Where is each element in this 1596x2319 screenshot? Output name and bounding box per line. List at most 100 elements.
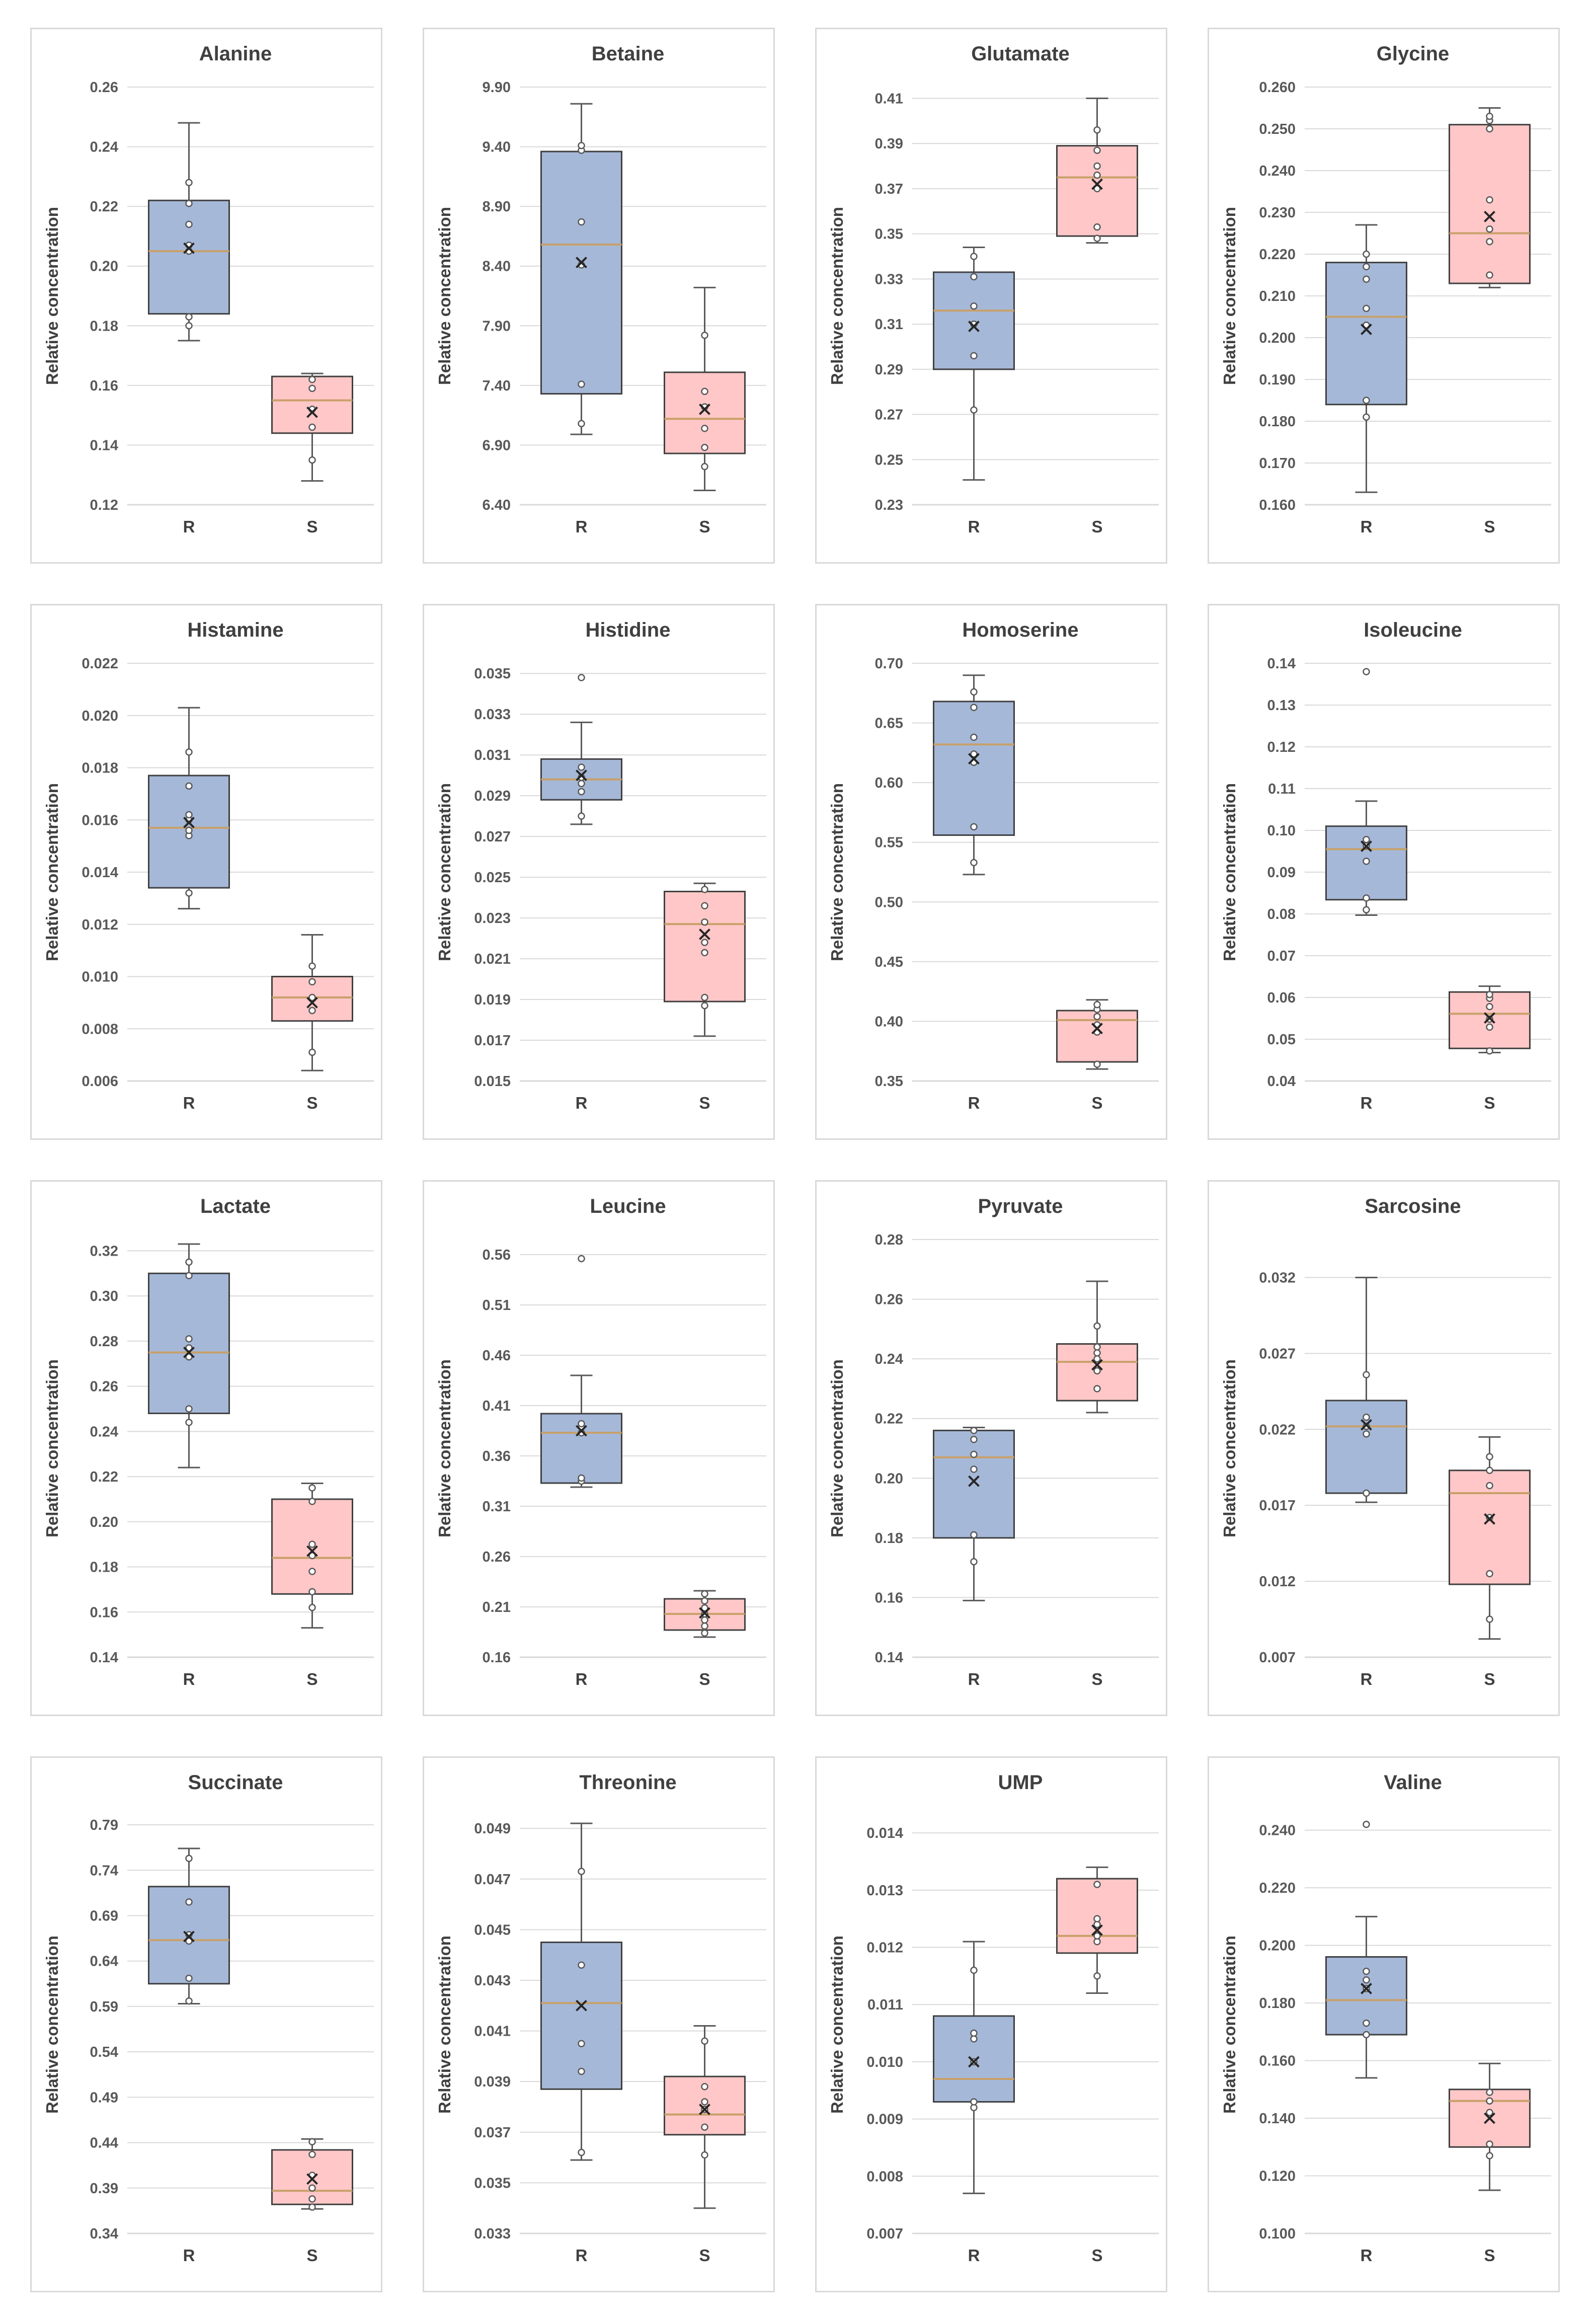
mean-marker bbox=[1484, 1012, 1495, 1024]
y-axis-label: Relative concentration bbox=[1220, 1359, 1239, 1537]
y-tick-label: 9.90 bbox=[483, 80, 511, 96]
iqr-box bbox=[664, 371, 746, 454]
y-axis-label: Relative concentration bbox=[435, 207, 454, 385]
y-tick-label: 0.44 bbox=[90, 2135, 118, 2151]
data-point bbox=[1093, 1932, 1101, 1940]
data-point bbox=[1486, 1023, 1493, 1031]
y-tick-label: 0.14 bbox=[90, 437, 118, 453]
y-tick-label: 0.033 bbox=[474, 2226, 511, 2242]
data-point bbox=[1486, 1003, 1493, 1011]
y-tick-label: 0.18 bbox=[875, 1530, 903, 1547]
y-tick-label: 0.021 bbox=[474, 951, 511, 967]
mean-marker bbox=[576, 1999, 587, 2012]
y-tick-label: 0.14 bbox=[1267, 656, 1296, 672]
data-point bbox=[578, 763, 585, 771]
y-tick-label: 0.027 bbox=[474, 829, 511, 845]
y-tick-label: 0.25 bbox=[875, 452, 903, 468]
y-tick-label: 0.32 bbox=[90, 1243, 118, 1259]
data-point bbox=[970, 253, 978, 260]
mean-marker bbox=[183, 242, 195, 254]
data-point bbox=[308, 1552, 316, 1560]
data-point bbox=[578, 1474, 585, 1482]
data-point bbox=[1363, 858, 1370, 865]
y-tick-label: 0.40 bbox=[875, 1014, 903, 1030]
chart-svg: Glutamate Relative concentration 0.23 0.25 0… bbox=[828, 43, 1159, 536]
chart-panel-histidine: Histidine Relative concentration 0.015 0.01… bbox=[423, 604, 775, 1140]
data-point bbox=[701, 1604, 708, 1612]
y-tick-label: 0.69 bbox=[90, 1908, 118, 1924]
data-point bbox=[701, 443, 708, 451]
data-point bbox=[308, 1007, 316, 1015]
chart-panel-betaine: Betaine Relative concentration 6.40 6.90 7.4… bbox=[423, 28, 775, 564]
data-point bbox=[701, 2082, 708, 2091]
y-tick-label: 0.12 bbox=[1267, 739, 1296, 755]
data-point bbox=[970, 733, 978, 741]
box-r bbox=[148, 122, 230, 342]
data-point bbox=[185, 1353, 193, 1361]
data-point bbox=[970, 352, 978, 360]
y-tick-label: 0.33 bbox=[875, 271, 903, 287]
data-point bbox=[701, 2098, 708, 2106]
data-point bbox=[701, 2037, 708, 2045]
data-point bbox=[701, 462, 708, 471]
data-point bbox=[578, 780, 585, 788]
y-tick-label: 0.018 bbox=[82, 760, 118, 777]
chart-svg: Lactate Relative concentration 0.14 0.16 0.1… bbox=[43, 1195, 374, 1688]
y-tick-label: 0.16 bbox=[875, 1590, 903, 1606]
chart-svg: Histamine Relative concentration 0.006 0.00… bbox=[43, 619, 374, 1112]
iqr-box bbox=[148, 1272, 230, 1414]
data-point bbox=[1363, 250, 1370, 258]
iqr-box bbox=[1325, 262, 1407, 406]
y-tick-label: 8.90 bbox=[483, 199, 511, 215]
mean-marker-stroke bbox=[968, 2056, 980, 2068]
data-point bbox=[1486, 1047, 1493, 1055]
y-tick-label: 0.06 bbox=[1267, 990, 1296, 1006]
data-point bbox=[185, 220, 193, 228]
y-tick-label: 0.51 bbox=[483, 1297, 511, 1313]
data-point bbox=[308, 2138, 316, 2146]
box-r bbox=[933, 1427, 1015, 1601]
y-tick-label: 0.008 bbox=[82, 1021, 118, 1037]
mean-marker-stroke bbox=[1361, 840, 1372, 852]
data-point bbox=[1486, 2097, 1493, 2105]
data-point bbox=[1093, 1972, 1101, 1980]
data-point bbox=[578, 218, 585, 226]
y-tick-label: 9.40 bbox=[483, 139, 511, 156]
chart-title: Sarcosine bbox=[1365, 1195, 1461, 1217]
y-tick-label: 0.39 bbox=[875, 136, 903, 152]
data-point bbox=[308, 1568, 316, 1575]
y-tick-label: 0.31 bbox=[483, 1499, 511, 1515]
data-point bbox=[701, 949, 708, 957]
mean-marker bbox=[968, 2056, 980, 2068]
box-s bbox=[1056, 97, 1138, 244]
y-tick-label: 0.240 bbox=[1259, 1823, 1296, 1839]
y-tick-label: 0.12 bbox=[90, 497, 118, 513]
y-tick-label: 0.22 bbox=[90, 1469, 118, 1485]
data-point bbox=[701, 902, 708, 910]
data-point bbox=[1486, 2109, 1493, 2116]
y-tick-label: 0.047 bbox=[474, 1872, 511, 1888]
data-point bbox=[970, 273, 978, 281]
data-point bbox=[1486, 990, 1493, 998]
mean-marker-stroke bbox=[699, 403, 710, 415]
y-tick-label: 0.010 bbox=[866, 2054, 903, 2070]
x-category-label: R bbox=[1361, 1670, 1373, 1688]
chart-panel-pyruvate: Pyruvate Relative concentration 0.14 0.16 0.… bbox=[815, 1180, 1167, 1716]
box-r bbox=[148, 1243, 230, 1468]
mean-marker bbox=[1091, 1023, 1103, 1035]
data-point bbox=[1363, 1489, 1370, 1497]
data-point bbox=[185, 1258, 193, 1266]
y-axis-label: Relative concentration bbox=[43, 1936, 61, 2114]
mean-marker-stroke bbox=[1361, 323, 1372, 335]
data-point bbox=[1363, 1976, 1370, 1984]
y-tick-label: 0.30 bbox=[90, 1288, 118, 1304]
data-point bbox=[1093, 126, 1101, 134]
x-category-label: S bbox=[1091, 1094, 1102, 1112]
data-point bbox=[1363, 1371, 1370, 1378]
chart-title: Betaine bbox=[592, 43, 665, 65]
data-point bbox=[1093, 223, 1101, 231]
data-point bbox=[1363, 668, 1370, 675]
data-point bbox=[1486, 1466, 1493, 1475]
y-tick-label: 0.56 bbox=[483, 1247, 511, 1263]
data-point bbox=[970, 688, 978, 696]
